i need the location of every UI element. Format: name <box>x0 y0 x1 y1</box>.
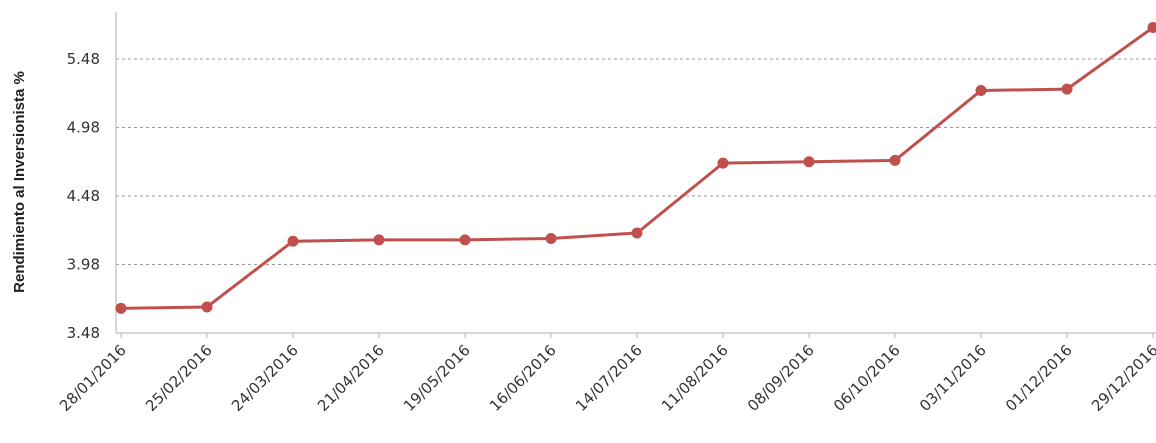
x-tick-label: 11/08/2016 <box>658 341 732 415</box>
series-line <box>120 26 1154 310</box>
data-point <box>889 154 901 166</box>
y-tick-label: 3.48 <box>67 324 100 342</box>
data-point <box>545 232 557 244</box>
y-tick-label: 4.48 <box>67 187 100 205</box>
x-tick-label: 16/06/2016 <box>486 341 560 415</box>
x-tick-label: 25/02/2016 <box>142 341 216 415</box>
x-tick-label: 03/11/2016 <box>916 341 990 415</box>
data-point <box>459 234 471 246</box>
axes <box>115 12 1156 338</box>
x-tick-label: 21/04/2016 <box>314 341 388 415</box>
data-point <box>803 156 815 168</box>
data-point <box>287 235 299 247</box>
x-tick-labels: 28/01/2016 25/02/2016 24/03/2016 21/04/2016… <box>56 341 1156 415</box>
data-point <box>115 302 127 314</box>
data-point <box>717 157 729 169</box>
x-tick-label: 19/05/2016 <box>400 341 474 415</box>
series <box>115 21 1156 314</box>
data-point <box>373 234 385 246</box>
x-tick-label: 08/09/2016 <box>744 341 818 415</box>
y-tick-label: 3.98 <box>67 256 100 274</box>
y-tick-labels: 3.48 3.98 4.48 4.98 5.48 <box>67 50 100 342</box>
data-point <box>631 227 643 239</box>
data-point <box>201 301 213 313</box>
data-point <box>1061 83 1073 95</box>
x-tick-label: 28/01/2016 <box>56 341 130 415</box>
y-tick-label: 4.98 <box>67 119 100 137</box>
y-axis-label: Rendimiento al Inversionista % <box>11 71 28 293</box>
x-tick-label: 01/12/2016 <box>1002 341 1076 415</box>
x-tick-label: 14/07/2016 <box>572 341 646 415</box>
x-tick-label: 06/10/2016 <box>830 341 904 415</box>
y-tick-label: 5.48 <box>67 50 100 68</box>
x-tick-label: 29/12/2016 <box>1088 341 1156 415</box>
data-point <box>1147 21 1156 33</box>
gridlines <box>116 58 1156 265</box>
data-point <box>975 85 987 97</box>
x-tick-label: 24/03/2016 <box>228 341 302 415</box>
